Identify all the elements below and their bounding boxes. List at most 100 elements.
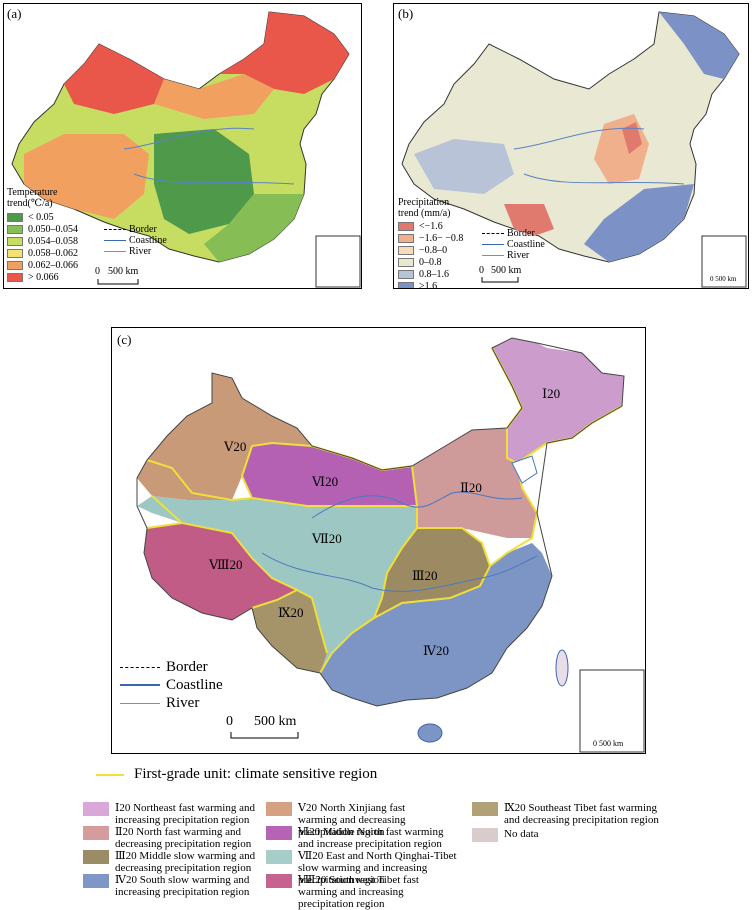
precip-swatch-5	[398, 269, 414, 279]
precip-swatch-4	[398, 257, 414, 267]
legend-text-i: Ⅰ20 Northeast fast warming and increasin…	[115, 802, 255, 826]
cool-center-a	[154, 129, 254, 234]
temp-swatch-3	[7, 236, 23, 246]
precip-legend: <−1.6 −1.6− −0.8 −0.8–0 0–0.8 0.8–1.6 >1…	[398, 220, 463, 289]
river-label-b: River	[507, 250, 530, 261]
river-line-icon	[120, 702, 160, 704]
precip-class-2: −1.6− −0.8	[398, 232, 463, 244]
coastline-legend-c: Coastline	[120, 676, 223, 694]
border-label-b: Border	[507, 228, 535, 239]
scale-label-b: 500 km	[491, 265, 522, 276]
legend-item-vi: Ⅵ20 Middle North fast warming and increa…	[266, 826, 446, 850]
temp-swatch-4	[7, 248, 23, 258]
border-label-a: Border	[129, 224, 157, 235]
legend-swatch-iv	[83, 874, 109, 888]
panel-c: (c) Ⅰ20 Ⅱ20 Ⅲ20 Ⅳ20 Ⅴ20 Ⅵ20 Ⅶ20 Ⅷ20 Ⅸ20 …	[111, 327, 646, 754]
region-iii-area	[374, 528, 490, 618]
precip-swatch-2	[398, 233, 414, 243]
scale-zero-c: 0	[226, 714, 233, 729]
legend-text-iii: Ⅲ20 Middle slow warming and decreasing p…	[115, 850, 256, 874]
legend-item-i: Ⅰ20 Northeast fast warming and increasin…	[83, 802, 263, 826]
precip-class-4-label: 0–0.8	[419, 256, 442, 268]
region-ii-area	[412, 428, 537, 538]
bohai-bay-c	[511, 455, 538, 484]
line-legend-b: Border Coastline River	[482, 228, 545, 261]
temp-class-2: 0.050–0.054	[7, 223, 78, 235]
legend-swatch-ix	[472, 802, 498, 816]
temp-class-1: < 0.05	[7, 211, 78, 223]
legend-text-vii: Ⅶ20 East and North Qinghai-Tibet slow wa…	[298, 850, 457, 886]
dry-core-b	[622, 122, 642, 154]
temp-class-1-label: < 0.05	[28, 211, 54, 223]
legend-text-ii: Ⅱ20 North fast warming and decreasing pr…	[115, 826, 252, 850]
region-iv-label: Ⅳ20	[423, 643, 449, 658]
wet-tibet-b	[414, 139, 514, 194]
coastline-line-icon	[120, 684, 160, 686]
legend-item-viii: Ⅷ20 Southwest Tibet fast warming and inc…	[266, 874, 446, 910]
inset-a	[315, 235, 361, 288]
legend-swatch-vii	[266, 850, 292, 864]
region-vii-label: Ⅶ20	[312, 531, 342, 546]
border-legend-a: Border	[104, 224, 167, 235]
temp-class-4-label: 0.058–0.062	[28, 247, 78, 259]
panel-b: (b) Precipitation trend (mm/a) <−1.6 −1.…	[393, 3, 749, 289]
river-a1	[123, 127, 255, 150]
warm-mid-a	[154, 74, 274, 119]
border-line-icon	[482, 233, 504, 234]
legend-item-ix: Ⅸ20 Southeast Tibet fast warming and dec…	[472, 802, 672, 826]
temp-class-6-label: > 0.066	[28, 271, 59, 283]
border-legend-c: Border	[120, 658, 223, 676]
temp-class-3-label: 0.054–0.058	[28, 235, 78, 247]
temp-swatch-2	[7, 224, 23, 234]
precip-class-3-label: −0.8–0	[419, 244, 448, 256]
coastline-label-a: Coastline	[129, 235, 167, 246]
precip-class-6-label: >1.6	[419, 280, 438, 289]
temp-swatch-1	[7, 212, 23, 222]
line-legend-a: Border Coastline River	[104, 224, 167, 257]
legend-text-iv: Ⅳ20 South slow warming and increasing pr…	[115, 874, 250, 898]
coastline-label-b: Coastline	[507, 239, 545, 250]
panel-b-label: (b)	[398, 6, 414, 21]
china-outline-c	[136, 337, 625, 707]
panel-c-map	[136, 337, 645, 753]
tibet-a	[24, 134, 149, 219]
legend-swatch-i	[83, 802, 109, 816]
region-iv-area	[320, 543, 552, 706]
region-viii-label: Ⅷ20	[209, 557, 243, 572]
scale-bar-a	[97, 279, 139, 285]
precip-class-2-label: −1.6− −0.8	[419, 232, 464, 244]
precip-class-4: 0–0.8	[398, 256, 463, 268]
region-i-area	[492, 338, 624, 463]
precip-swatch-3	[398, 245, 414, 255]
inset-scale-c: 0 500 km	[593, 739, 624, 748]
region-v-label: Ⅴ20	[224, 439, 247, 454]
temp-legend-title: Temperature trend(℃/a)	[7, 187, 58, 209]
legend-item-nodata: No data	[472, 828, 652, 842]
river-legend-a: River	[104, 246, 167, 257]
temp-class-4: 0.058–0.062	[7, 247, 78, 259]
region-v-area	[137, 373, 312, 500]
region-boundaries	[146, 347, 623, 674]
unit-line-label: First-grade unit: climate sensitive regi…	[134, 766, 378, 782]
inset-c	[579, 669, 645, 753]
precip-class-6: >1.6	[398, 280, 463, 289]
river-legend-c: River	[120, 694, 223, 712]
precip-legend-title: Precipitation trend (mm/a)	[398, 197, 451, 219]
coastline-legend-b: Coastline	[482, 239, 545, 250]
river-label-c: River	[166, 694, 200, 711]
temp-swatch-5	[7, 260, 23, 270]
river-line-icon	[482, 255, 504, 256]
panel-a: (a) Temperature trend(℃/a) < 0.05 0.050–…	[3, 3, 362, 289]
scale-bar-c	[230, 732, 299, 739]
legend-swatch-nodata	[472, 828, 498, 842]
legend-text-viii: Ⅷ20 Southwest Tibet fast warming and inc…	[298, 874, 419, 910]
legend-swatch-vi	[266, 826, 292, 840]
border-line-icon	[120, 666, 160, 668]
panel-a-label: (a)	[7, 6, 22, 21]
legend-item-iii: Ⅲ20 Middle slow warming and decreasing p…	[83, 850, 263, 874]
panel-c-label: (c)	[117, 332, 132, 347]
legend-text-v: Ⅴ20 North Xinjiang fast warming and decr…	[298, 802, 406, 838]
river-line-icon	[104, 251, 126, 252]
river-a2	[133, 173, 295, 185]
inset-scale-b: 0 500 km	[710, 275, 737, 283]
